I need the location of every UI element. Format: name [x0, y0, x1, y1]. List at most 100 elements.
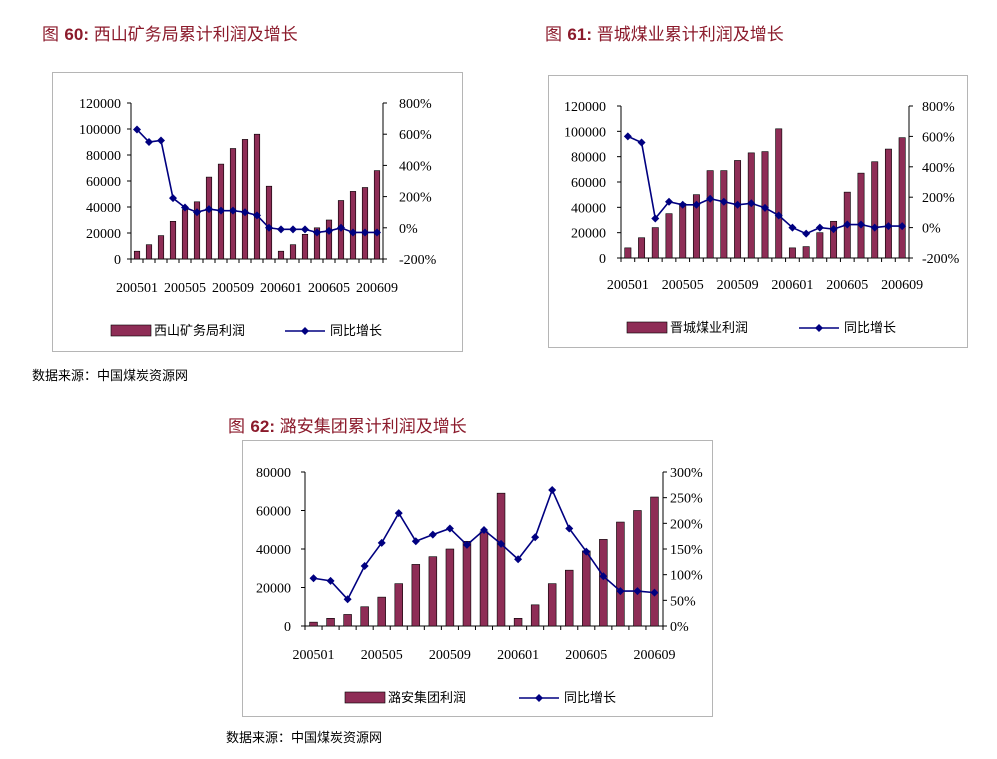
growth-marker: [193, 208, 201, 217]
growth-marker: [394, 509, 403, 518]
growth-marker: [774, 211, 783, 220]
growth-marker: [326, 576, 335, 585]
figure-number: 62: [250, 417, 270, 436]
y-right-tick-label: 400%: [399, 159, 432, 174]
growth-marker: [169, 194, 177, 203]
growth-marker: [377, 538, 386, 547]
x-tick-label: 200605: [308, 281, 350, 296]
growth-marker: [309, 574, 318, 583]
profit-bar: [157, 235, 165, 260]
growth-marker: [361, 228, 369, 237]
chart-jincheng-svg: 0 20000 40000 60000 80000 100000 120000 -200% 0%…: [564, 100, 960, 336]
y-left-tick-label: 100000: [564, 125, 606, 140]
y-right-tick-label: 150%: [670, 543, 703, 558]
profit-bar: [309, 621, 318, 627]
y-right-tick-label: 200%: [399, 191, 432, 206]
figure-61-title: 图 61: 晋城煤业累计利润及增长: [545, 20, 784, 45]
profit-bar: [361, 187, 369, 260]
profit-bar: [394, 583, 403, 627]
x-tick-label: 200509: [717, 278, 759, 293]
growth-marker: [531, 533, 540, 542]
growth-marker: [360, 561, 369, 570]
profit-bar: [651, 227, 659, 259]
growth-marker: [217, 206, 225, 215]
growth-marker: [462, 540, 471, 549]
chart-luan: 0 20000 40000 60000 80000 0% 50% 100% 150% 200% 25…: [242, 440, 713, 717]
figure-title-text: 潞安集团累计利润及增长: [279, 417, 467, 437]
growth-marker: [411, 537, 420, 546]
profit-bar: [377, 596, 386, 627]
profit-bar: [496, 492, 506, 627]
legend-line-label: 同比增长: [564, 691, 616, 706]
growth-marker: [898, 222, 907, 231]
growth-marker: [349, 228, 357, 237]
figure-label: 图: [545, 25, 568, 45]
profit-bar: [181, 209, 189, 260]
x-tick-label: 200509: [212, 281, 254, 296]
y-left-tick-label: 80000: [86, 149, 121, 164]
growth-marker: [802, 229, 811, 238]
legend-line-marker: [535, 694, 543, 702]
growth-marker: [497, 539, 506, 548]
growth-marker: [623, 132, 632, 141]
growth-marker: [692, 200, 701, 209]
profit-bar: [326, 618, 335, 627]
chart-xishan: 0 20000 40000 60000 80000 100000 120000 -200% 0%…: [52, 72, 463, 352]
growth-marker: [706, 194, 715, 203]
profit-bar: [265, 185, 273, 260]
profit-bar: [205, 176, 213, 260]
figure-number: 61: [567, 25, 587, 44]
growth-marker: [829, 225, 838, 234]
y-left-tick-label: 120000: [564, 100, 606, 115]
profit-bar: [301, 234, 309, 260]
y-left-tick-label: 120000: [79, 97, 121, 112]
y-left-tick-label: 0: [284, 620, 291, 635]
growth-marker: [733, 200, 742, 209]
profit-bar: [679, 203, 687, 259]
growth-marker: [761, 203, 769, 212]
legend-line-marker: [815, 324, 823, 332]
growth-marker: [343, 595, 352, 604]
growth-marker: [289, 225, 297, 234]
figure-number: 60: [64, 25, 84, 44]
profit-bar: [411, 564, 421, 627]
profit-bar: [788, 247, 796, 259]
profit-bar: [289, 244, 297, 260]
profit-bar: [349, 191, 357, 260]
growth-marker: [747, 199, 756, 208]
growth-marker: [301, 225, 309, 234]
x-tick-label: 200509: [429, 648, 471, 663]
y-left-tick-label: 100000: [79, 123, 121, 138]
y-right-tick-label: 50%: [670, 594, 696, 609]
y-left-tick-label: 0: [114, 253, 121, 268]
profit-bar: [169, 221, 177, 260]
growth-marker: [277, 225, 285, 234]
x-tick-label: 200601: [497, 648, 539, 663]
growth-marker: [480, 526, 488, 535]
profit-bar: [253, 133, 261, 260]
y-right-tick-label: 800%: [399, 97, 432, 112]
profit-bar: [313, 227, 321, 260]
legend-bar-swatch: [626, 321, 668, 334]
profit-bar: [638, 237, 646, 259]
figure-separator: :: [269, 417, 280, 436]
x-tick-label: 200605: [826, 278, 868, 293]
profit-bar: [343, 614, 352, 627]
legend-bar-label: 晋城煤业利润: [670, 321, 748, 336]
figure-separator: :: [586, 25, 597, 44]
y-right-tick-label: 800%: [922, 100, 955, 115]
figure-separator: :: [83, 25, 94, 44]
figure-title-text: 西山矿务局累计利润及增长: [93, 25, 298, 45]
chart-xishan-svg: 0 20000 40000 60000 80000 100000 120000 -200% 0%…: [79, 97, 437, 339]
growth-marker: [313, 228, 321, 237]
growth-marker: [870, 223, 879, 232]
growth-marker: [325, 226, 333, 235]
growth-marker: [857, 220, 865, 229]
x-tick-label: 200501: [116, 281, 158, 296]
figure-62-source: 数据来源：中国煤炭资源网: [226, 731, 383, 746]
growth-marker: [229, 206, 237, 215]
y-right-tick-label: 0%: [922, 222, 941, 237]
profit-bar: [616, 521, 625, 627]
growth-marker: [133, 125, 141, 134]
growth-marker: [582, 547, 591, 556]
